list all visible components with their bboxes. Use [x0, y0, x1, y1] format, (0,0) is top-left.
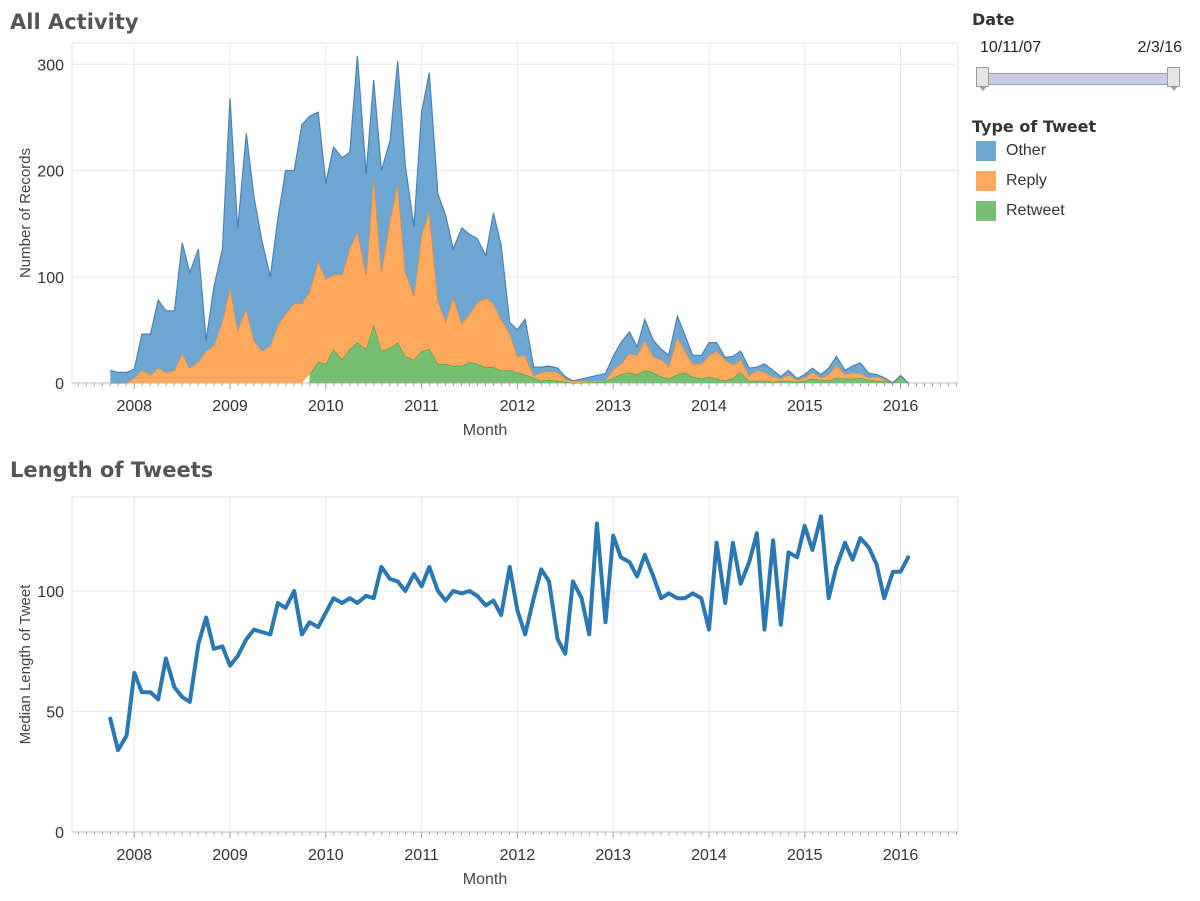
legend-label-reply: Reply [1006, 172, 1047, 189]
activity-x-tick-label: 2010 [308, 398, 344, 415]
activity-x-axis-title: Month [463, 422, 507, 439]
legend-item-reply[interactable]: Reply [972, 166, 1192, 196]
legend-item-retweet[interactable]: Retweet [972, 196, 1192, 226]
length-x-tick-label: 2013 [595, 847, 631, 864]
activity-y-tick-label: 300 [37, 57, 64, 74]
length-chart-title: Length of Tweets [10, 458, 214, 482]
length-y-tick-label: 50 [46, 704, 64, 721]
length-x-tick-label: 2015 [787, 847, 823, 864]
length-y-tick-label: 0 [55, 825, 64, 842]
length-x-tick-label: 2014 [691, 847, 727, 864]
activity-y-tick-label: 200 [37, 164, 64, 181]
activity-x-tick-label: 2008 [116, 398, 152, 415]
activity-x-tick-label: 2012 [500, 398, 536, 415]
length-line-chart: 2008 2009 2010 2011 2012 2013 2014 2015 2016 0 50 1… [17, 496, 959, 888]
legend-swatch-reply [976, 171, 996, 191]
activity-x-tick-label: 2011 [404, 398, 439, 415]
date-end-value: 2/3/16 [1137, 39, 1182, 56]
activity-y-tick-label: 100 [37, 270, 64, 287]
side-panel: Date 10/11/07 2/3/16 Type of Tweet Other… [972, 10, 1192, 226]
activity-y-tick-label: 0 [55, 376, 64, 393]
date-start-value: 10/11/07 [980, 39, 1042, 56]
date-range-labels: 10/11/07 2/3/16 [972, 39, 1192, 61]
legend-heading: Type of Tweet [972, 117, 1097, 136]
activity-area-retweet [309, 324, 909, 383]
length-y-tick-label: 100 [37, 584, 64, 601]
legend-swatch-retweet [976, 201, 996, 221]
length-x-tick-label: 2008 [116, 847, 152, 864]
date-slider-start-handle[interactable] [976, 67, 989, 91]
legend-label-other: Other [1006, 142, 1047, 159]
length-x-tick-label: 2011 [404, 847, 439, 864]
length-x-tick-label: 2016 [883, 847, 919, 864]
length-x-tick-label: 2012 [500, 847, 536, 864]
date-range-slider[interactable] [972, 67, 1188, 91]
tweet-type-legend: Other Reply Retweet [972, 136, 1192, 226]
length-y-axis-title: Median Length of Tweet [17, 584, 34, 745]
activity-area-other [110, 55, 909, 384]
activity-area-chart: 2008 2009 2010 2011 2012 2013 2014 2015 2016 0 100… [17, 42, 959, 439]
length-series-line [108, 514, 911, 753]
activity-series-group [110, 55, 909, 384]
activity-x-tick-label: 2015 [787, 398, 823, 415]
activity-y-axis-title: Number of Records [17, 148, 34, 278]
legend-item-other[interactable]: Other [972, 136, 1192, 166]
legend-swatch-other [976, 141, 996, 161]
activity-x-tick-label: 2014 [691, 398, 727, 415]
activity-x-tick-label: 2016 [883, 398, 919, 415]
length-x-axis-title: Month [463, 871, 507, 888]
activity-area-reply [110, 175, 909, 383]
activity-x-tick-label: 2013 [595, 398, 631, 415]
date-slider-end-handle[interactable] [1167, 67, 1180, 91]
date-slider-track[interactable] [984, 73, 1172, 85]
length-x-tick-label: 2010 [308, 847, 344, 864]
length-x-tick-label: 2009 [212, 847, 248, 864]
activity-area-outline-other [110, 55, 909, 384]
legend-label-retweet: Retweet [1006, 202, 1065, 219]
activity-chart-title: All Activity [10, 10, 139, 34]
activity-x-tick-label: 2009 [212, 398, 248, 415]
date-filter-heading: Date [972, 10, 1015, 29]
